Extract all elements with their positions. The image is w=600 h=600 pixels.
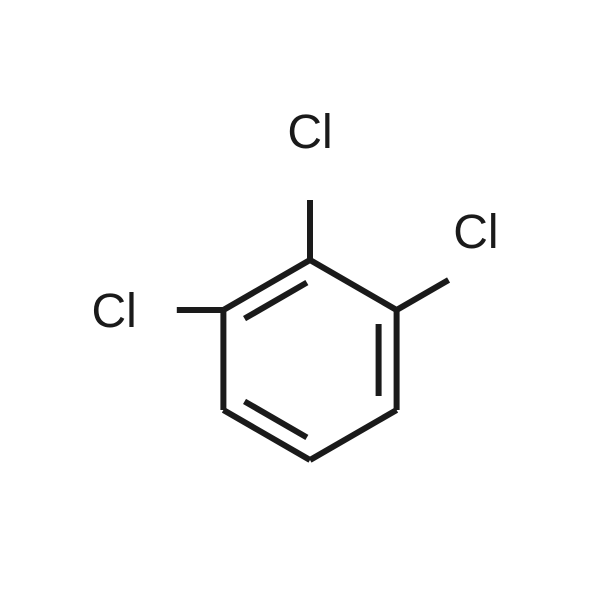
bonds-layer bbox=[177, 200, 449, 460]
molecule-diagram: Cl Cl Cl bbox=[0, 0, 600, 600]
bond-line bbox=[310, 260, 397, 310]
atom-label-cl3: Cl bbox=[91, 285, 136, 338]
atom-label-cl2: Cl bbox=[453, 206, 498, 259]
bond-line bbox=[245, 283, 307, 319]
bond-line bbox=[245, 401, 307, 437]
labels-layer: Cl Cl Cl bbox=[91, 106, 498, 338]
atom-label-cl1: Cl bbox=[287, 106, 332, 159]
bond-line bbox=[397, 280, 449, 310]
bond-line bbox=[310, 410, 397, 460]
